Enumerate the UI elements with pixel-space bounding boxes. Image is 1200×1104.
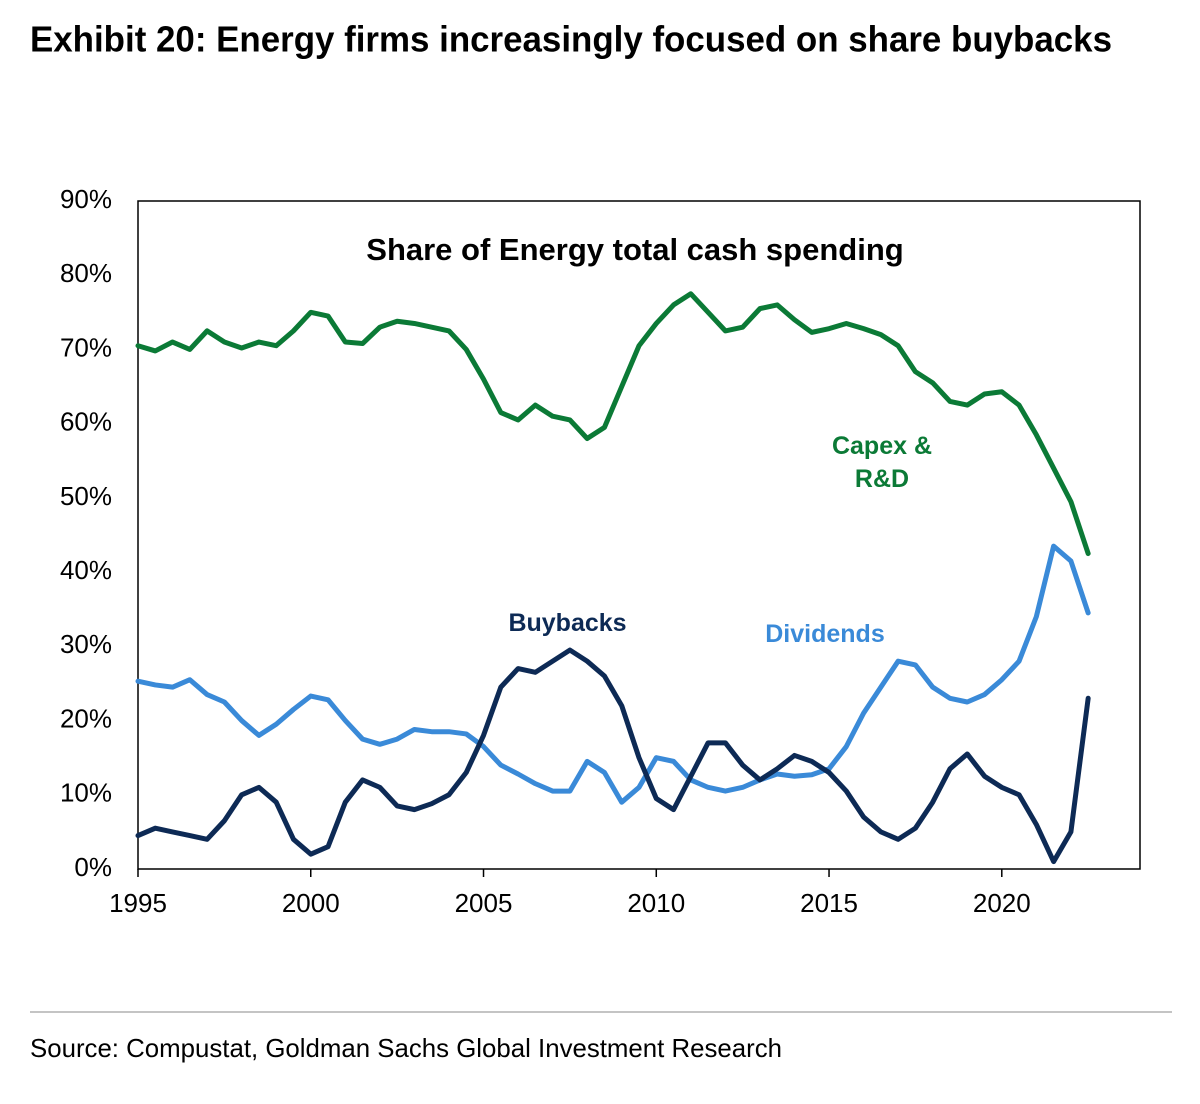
series-line — [135, 291, 1091, 557]
x-tick-label: 2005 — [455, 888, 513, 918]
x-tick-label: 1995 — [109, 888, 167, 918]
y-tick-label: 70% — [60, 332, 112, 362]
series-label: Buybacks — [508, 609, 627, 637]
series-line — [135, 647, 1091, 865]
chart-title: Exhibit 20: Energy firms increasingly fo… — [30, 19, 1112, 60]
source-note: Source: Compustat, Goldman Sachs Global … — [30, 1033, 782, 1063]
x-tick-label: 2015 — [800, 888, 858, 918]
y-tick-label: 30% — [60, 629, 112, 659]
y-tick-label: 80% — [60, 258, 112, 288]
plot-title: Share of Energy total cash spending — [366, 232, 903, 267]
series-line — [135, 543, 1091, 805]
x-tick-label: 2000 — [282, 888, 340, 918]
x-tick-label: 2010 — [627, 888, 685, 918]
y-tick-label: 60% — [60, 407, 112, 437]
y-tick-label: 20% — [60, 703, 112, 733]
y-tick-label: 40% — [60, 555, 112, 585]
y-tick-label: 0% — [74, 852, 112, 882]
series-label: Dividends — [765, 620, 885, 648]
y-tick-label: 10% — [60, 778, 112, 808]
plot-frame — [137, 200, 1141, 870]
y-tick-label: 90% — [60, 184, 112, 214]
x-tick-label: 2020 — [973, 888, 1031, 918]
y-tick-label: 50% — [60, 481, 112, 511]
series-label: Capex & R&D — [831, 432, 933, 493]
